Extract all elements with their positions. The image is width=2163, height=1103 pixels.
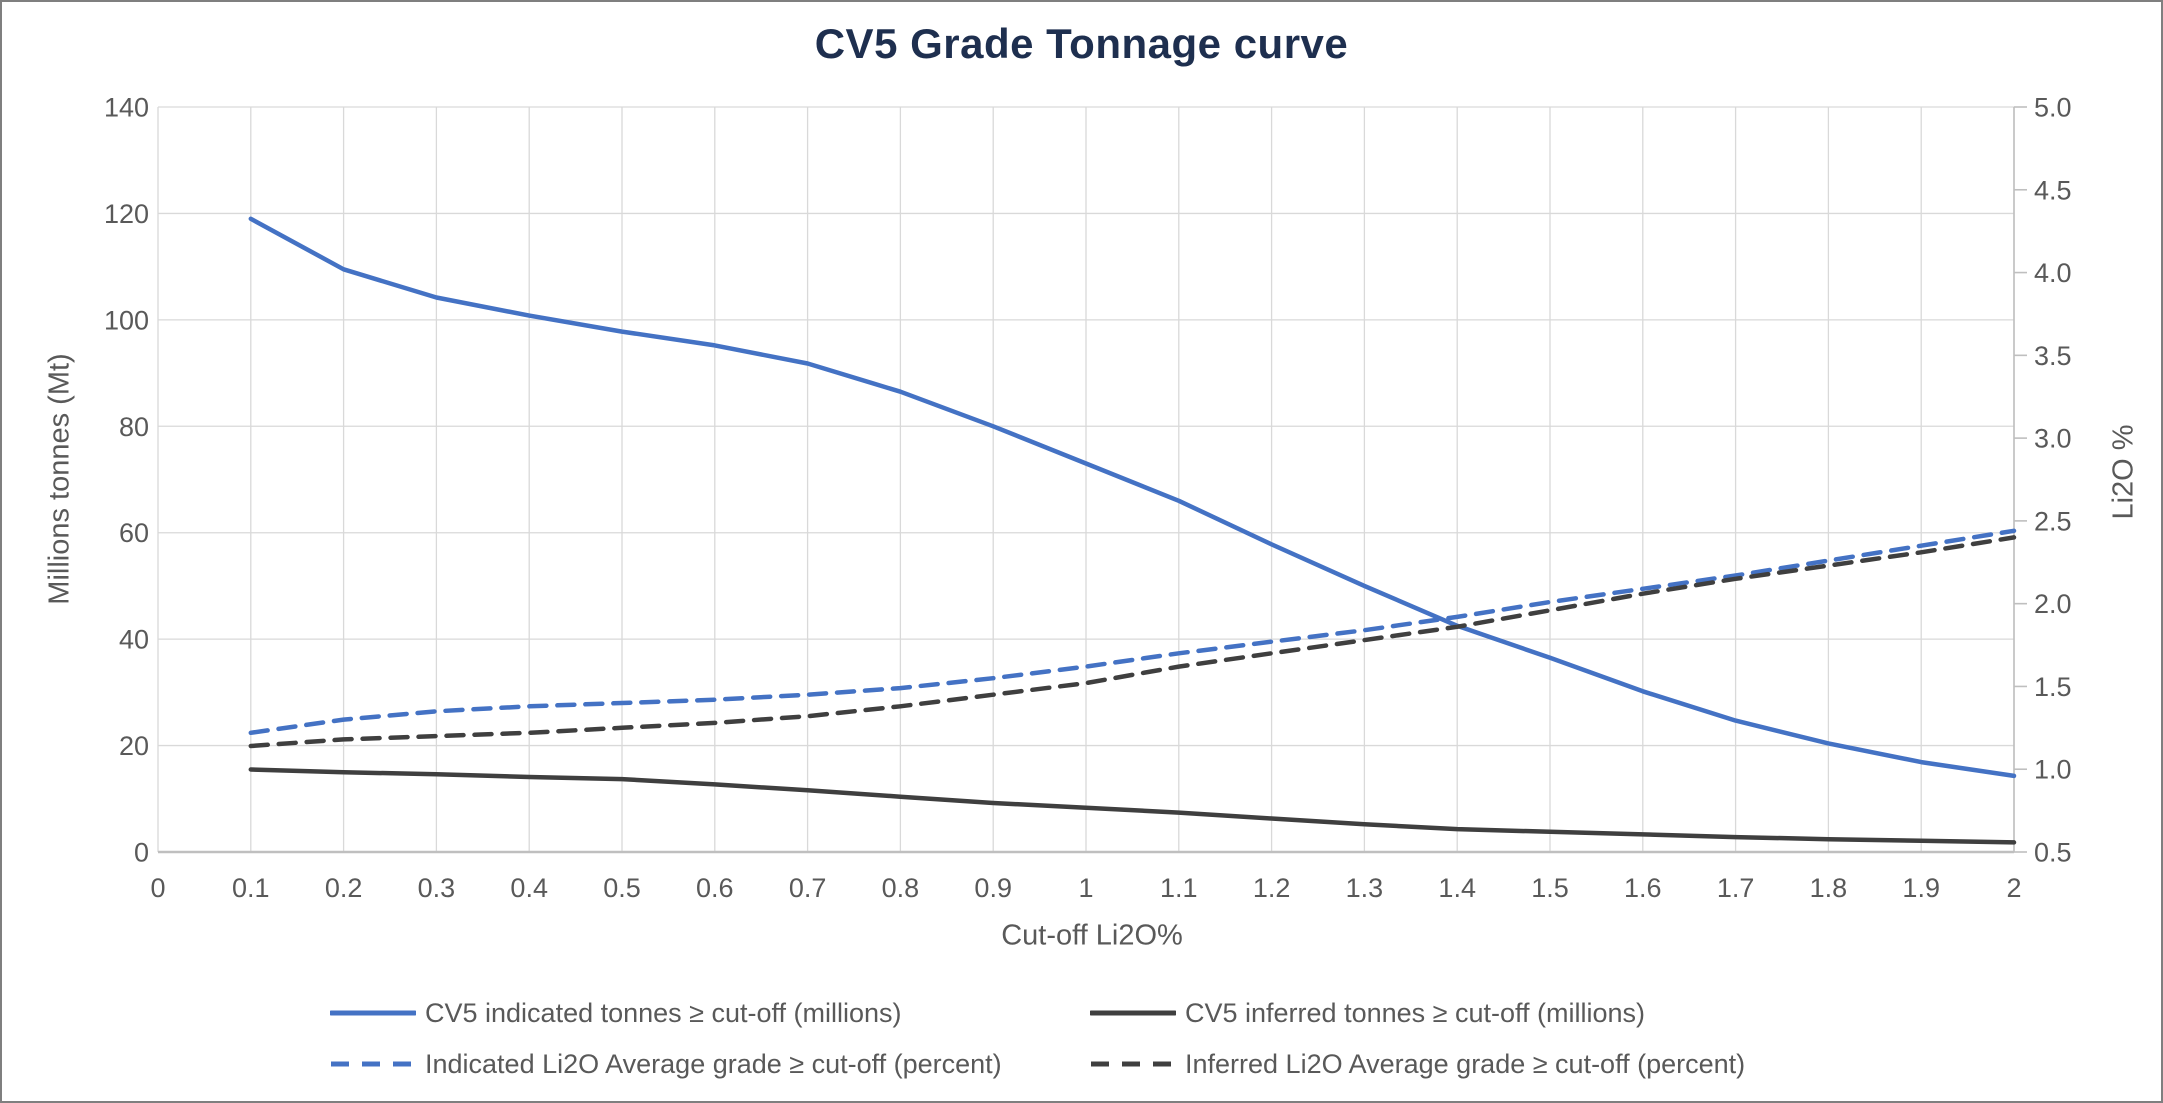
x-tick-label: 0 — [150, 873, 165, 903]
y-left-tick-label: 100 — [104, 305, 149, 335]
x-tick-label: 0.3 — [418, 873, 456, 903]
legend-label: Inferred Li2O Average grade ≥ cut-off (p… — [1185, 1048, 1746, 1079]
y-left-tick-label: 80 — [119, 412, 149, 442]
x-tick-label: 0.5 — [603, 873, 641, 903]
x-tick-label: 1.8 — [1810, 873, 1848, 903]
y-right-tick-label: 5.0 — [2034, 93, 2072, 123]
y-right-tick-label: 3.0 — [2034, 424, 2072, 454]
series-line-inferred-tonnes — [248, 767, 2017, 845]
y-left-tick-label: 140 — [104, 93, 149, 123]
legend-item-inferred-grade: Inferred Li2O Average grade ≥ cut-off (p… — [1090, 1047, 1745, 1081]
legend-item-indicated-grade: Indicated Li2O Average grade ≥ cut-off (… — [330, 1047, 1002, 1081]
x-tick-label: 1.2 — [1253, 873, 1291, 903]
x-tick-label: 1.3 — [1346, 873, 1384, 903]
y-right-tick-label: 1.0 — [2034, 755, 2072, 785]
legend-label: CV5 inferred tonnes ≥ cut-off (millions) — [1185, 997, 1646, 1028]
legend-label: Indicated Li2O Average grade ≥ cut-off (… — [425, 1048, 1002, 1079]
series-line-indicated-grade — [248, 528, 2017, 736]
legend-marker-dashed-dark — [1091, 1061, 1175, 1067]
y-right-tick-label: 2.5 — [2034, 506, 2072, 536]
y-right-tick-label: 1.5 — [2034, 672, 2072, 702]
legend-marker-dashed-blue — [331, 1061, 415, 1067]
x-tick-label: 0.1 — [232, 873, 270, 903]
y-left-axis-title: Millions tonnes (Mt) — [43, 353, 76, 605]
legend-item-indicated-tonnes: CV5 indicated tonnes ≥ cut-off (millions… — [330, 996, 902, 1030]
y-right-tick-label: 2.0 — [2034, 589, 2072, 619]
y-left-tick-label: 40 — [119, 625, 149, 655]
y-left-tick-label: 20 — [119, 731, 149, 761]
x-tick-label: 0.9 — [974, 873, 1012, 903]
y-left-tick-label: 0 — [134, 838, 149, 868]
series-line-indicated-tonnes — [248, 216, 2017, 779]
x-tick-label: 1.5 — [1531, 873, 1569, 903]
y-left-tick-label: 120 — [104, 199, 149, 229]
legend-item-inferred-tonnes: CV5 inferred tonnes ≥ cut-off (millions) — [1090, 996, 1645, 1030]
y-right-tick-label: 0.5 — [2034, 838, 2072, 868]
legend-marker-solid-blue — [330, 1010, 416, 1016]
x-tick-label: 0.4 — [510, 873, 548, 903]
legend-label: CV5 indicated tonnes ≥ cut-off (millions… — [425, 997, 902, 1028]
x-tick-label: 1.9 — [1902, 873, 1940, 903]
x-tick-label: 1.7 — [1717, 873, 1755, 903]
x-tick-label: 0.8 — [882, 873, 920, 903]
legend-marker-solid-dark — [1090, 1010, 1176, 1016]
y-right-axis-title: Li2O % — [2107, 424, 2140, 520]
y-left-tick-label: 60 — [119, 518, 149, 548]
x-tick-label: 0.2 — [325, 873, 363, 903]
x-tick-label: 1.6 — [1624, 873, 1662, 903]
chart-title: CV5 Grade Tonnage curve — [814, 20, 1349, 67]
x-tick-label: 1 — [1078, 873, 1093, 903]
x-tick-label: 0.6 — [696, 873, 734, 903]
x-tick-label: 2 — [2006, 873, 2021, 903]
series-line-inferred-grade — [248, 535, 2017, 749]
x-tick-label: 1.4 — [1438, 873, 1476, 903]
y-right-tick-label: 4.0 — [2034, 258, 2072, 288]
x-tick-label: 1.1 — [1160, 873, 1198, 903]
x-tick-label: 0.7 — [789, 873, 827, 903]
y-right-tick-label: 4.5 — [2034, 175, 2072, 205]
y-right-tick-label: 3.5 — [2034, 341, 2072, 371]
x-axis-title: Cut-off Li2O% — [1001, 919, 1183, 952]
